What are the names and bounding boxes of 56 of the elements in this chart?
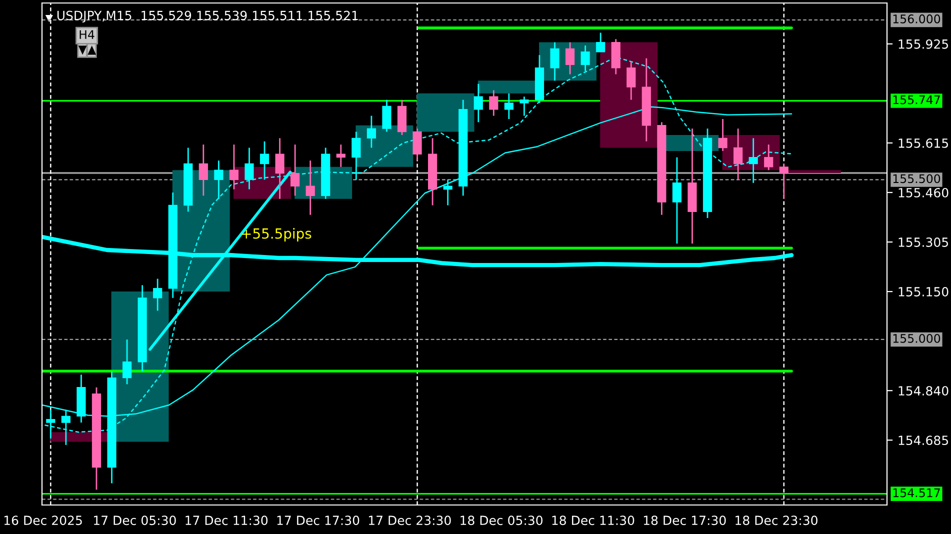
candlestick <box>122 338 132 385</box>
y-tick-label: 155.925 <box>898 39 948 49</box>
candlestick <box>198 144 208 196</box>
ref-line-label: 154.517 <box>893 488 940 498</box>
candlestick <box>550 42 560 82</box>
candlestick <box>306 160 315 216</box>
y-tick-label: 154.840 <box>898 386 948 396</box>
ref-line-label: 155.000 <box>893 334 940 343</box>
candlestick <box>718 118 728 152</box>
candlestick <box>489 90 498 116</box>
candlestick <box>382 99 392 132</box>
candlestick <box>244 147 254 190</box>
candlestick <box>416 93 474 132</box>
annotation: H4 <box>80 30 94 39</box>
candlestick <box>734 128 743 180</box>
candlestick <box>352 131 361 180</box>
x-tick-label: 17 Dec 05:30 <box>94 516 176 526</box>
candlestick <box>290 144 300 196</box>
x-tick-label: 18 Dec 11:30 <box>552 516 634 526</box>
candlestick <box>672 156 682 244</box>
candlestick <box>336 144 346 168</box>
candlestick <box>520 96 529 116</box>
candlestick <box>478 80 536 94</box>
candlestick <box>565 42 575 75</box>
text: USDJPY,M15 155.529 155.539 155.511 155.521 <box>57 10 358 23</box>
candlestick <box>260 140 270 180</box>
candlestick <box>229 144 239 190</box>
ref-line-label: 156.000 <box>893 14 940 24</box>
candlestick <box>748 137 758 184</box>
y-tick-label: 155.615 <box>898 138 948 148</box>
candlestick <box>474 83 483 123</box>
candlestick <box>275 137 284 200</box>
ref-line-label: 155.500 <box>893 174 940 184</box>
candlestick <box>412 128 422 162</box>
candlestick <box>366 115 376 148</box>
ref-line-label: 155.747 <box>893 95 940 104</box>
x-tick-label: 17 Dec 11:30 <box>186 516 268 526</box>
x-tick-label: 18 Dec 23:30 <box>736 516 818 526</box>
candlestick <box>214 160 224 200</box>
x-tick-label: 17 Dec 17:30 <box>277 516 360 526</box>
x-tick-label: 18 Dec 05:30 <box>460 516 542 526</box>
candlestick <box>779 163 788 200</box>
y-tick-label: 155.460 <box>898 188 948 198</box>
candlestick <box>764 144 774 171</box>
x-tick-label: 17 Dec 23:30 <box>368 516 451 526</box>
candlestick <box>153 278 162 312</box>
y-tick-label: 155.305 <box>898 237 948 247</box>
y-tick-label: 155.150 <box>898 287 948 296</box>
candlestick <box>626 60 636 101</box>
candlestick <box>443 179 452 206</box>
candlestick <box>504 92 514 120</box>
candlestick <box>596 32 606 53</box>
y-tick-label: 154.685 <box>898 436 948 446</box>
annotation: +55.5pips <box>242 228 312 242</box>
x-tick-label: 16 Dec 2025 <box>4 516 82 526</box>
x-tick-label: 18 Dec 17:30 <box>644 516 726 526</box>
